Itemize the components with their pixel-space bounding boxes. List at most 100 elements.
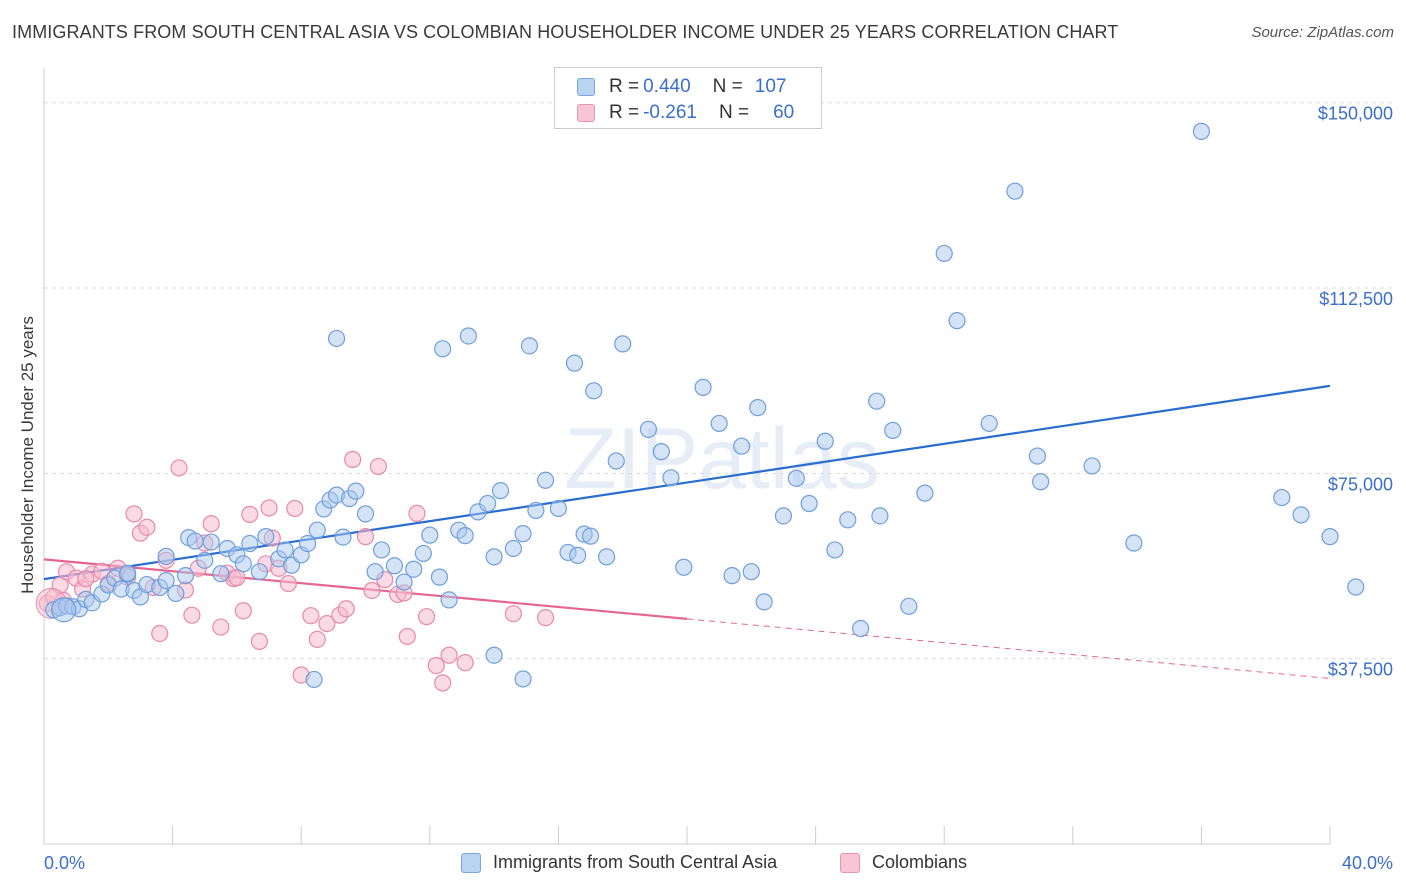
colombians-point — [369, 457, 387, 476]
south-central-asia-point — [585, 382, 603, 400]
colombians-point — [456, 654, 474, 672]
south-central-asia-point — [405, 560, 423, 578]
tick-labels: $37,500 $75,000 $112,500 $150,000 0.0% 40.0% — [44, 104, 1393, 873]
south-central-asia-point — [742, 563, 760, 581]
south-central-asia-point — [276, 541, 294, 559]
y-axis-label: Householder Income Under 25 years — [18, 316, 37, 594]
colombians-point — [279, 574, 297, 593]
grid-lines — [44, 102, 1392, 660]
colombians-point — [250, 632, 269, 650]
south-central-asia-point — [710, 414, 728, 433]
south-central-asia-point — [1006, 182, 1024, 200]
south-central-asia-point — [581, 527, 600, 545]
colombians-point — [260, 499, 278, 517]
south-central-asia-point — [1028, 447, 1047, 465]
south-central-asia-point — [1125, 534, 1143, 552]
colombians-point — [151, 624, 169, 643]
south-central-asia-point — [749, 399, 767, 417]
legend-r-label: R = — [609, 76, 640, 97]
south-central-asia-point — [569, 546, 587, 564]
south-central-asia-point — [1292, 506, 1310, 524]
series-legend: Immigrants from South Central Asia Colom… — [0, 852, 1406, 876]
south-central-asia-point — [430, 568, 449, 586]
south-central-asia-point — [250, 563, 269, 581]
south-central-asia-point — [51, 597, 77, 623]
y-tick-label: $112,500 — [1319, 289, 1393, 309]
south-central-asia-point — [372, 541, 391, 559]
south-central-asia-point — [662, 469, 680, 487]
legend-swatch-pink — [577, 104, 595, 122]
south-central-asia-point — [598, 548, 616, 566]
colombians-point — [427, 656, 445, 675]
y-tick-label: $150,000 — [1318, 104, 1393, 124]
south-central-asia-point — [816, 432, 834, 450]
legend-label-series1: Immigrants from South Central Asia — [493, 852, 778, 872]
colombians-point — [302, 607, 320, 625]
south-central-asia-point — [675, 558, 693, 576]
south-central-asia-point — [614, 335, 632, 353]
colombians-point — [337, 600, 355, 618]
axes — [43, 68, 1331, 845]
south-central-asia-point — [1083, 457, 1101, 475]
colombians-point — [536, 609, 555, 627]
south-central-asia-point — [514, 525, 532, 543]
south-central-asia-point — [414, 544, 432, 563]
legend-n-label: N = — [712, 76, 743, 97]
south-central-asia-point — [485, 646, 503, 664]
colombians-point — [363, 581, 381, 600]
south-central-asia-point — [1347, 578, 1365, 596]
colombians-point — [138, 518, 156, 536]
south-central-asia-point — [639, 420, 658, 438]
south-central-asia-point — [916, 484, 934, 502]
south-central-asia-point — [733, 437, 751, 455]
south-central-asia-point — [234, 555, 252, 573]
legend-row-series1: R = 0.440 N = 107 — [577, 76, 786, 98]
colombians-point — [212, 618, 230, 636]
south-central-asia-point — [421, 526, 439, 544]
south-central-asia-point — [723, 567, 741, 585]
south-central-asia-point — [491, 482, 510, 500]
south-central-asia-point — [176, 567, 195, 585]
south-central-asia-point — [434, 340, 452, 358]
south-central-asia-point — [884, 421, 902, 439]
legend-r-value-2: -0.261 — [643, 102, 697, 123]
south-central-asia-point — [1032, 473, 1050, 491]
south-central-asia-point — [549, 499, 568, 518]
south-central-asia-point — [334, 528, 352, 546]
south-central-asia-point — [456, 527, 474, 545]
south-central-asia-point — [485, 548, 503, 566]
south-central-asia-point — [868, 392, 886, 410]
legend-label-series2: Colombians — [872, 852, 968, 872]
y-tick-label: $75,000 — [1328, 474, 1393, 494]
south-central-asia-point — [356, 505, 375, 523]
south-central-asia-point — [607, 452, 625, 470]
south-central-asia-point — [212, 565, 230, 583]
colombians-point — [356, 528, 375, 546]
south-central-asia-point — [514, 670, 532, 688]
south-central-asia-point — [347, 482, 365, 500]
trend-line-colombians-extrapolated — [686, 618, 1331, 679]
colombians-point — [183, 606, 201, 624]
south-central-asia-point — [202, 533, 220, 551]
south-central-asia-point — [774, 507, 793, 525]
south-central-asia-point — [299, 534, 317, 553]
south-central-asia-point — [366, 563, 384, 581]
colombians-point — [398, 627, 416, 646]
legend-n-value-2: 60 — [773, 102, 795, 123]
colombians-point — [202, 515, 220, 533]
south-central-asia-point — [800, 494, 818, 513]
colombians-point — [440, 646, 458, 664]
colombians-point — [234, 602, 252, 620]
legend-swatch-pink — [840, 852, 860, 873]
south-central-asia-point — [536, 471, 555, 489]
colombians-point — [125, 505, 143, 523]
south-central-asia-point — [948, 312, 966, 330]
south-central-asia-point — [565, 354, 584, 372]
south-central-asia-point — [900, 597, 918, 615]
legend-n-label: N = — [718, 102, 750, 123]
legend-row-series2: R = -0.261 N = 60 — [577, 102, 794, 124]
legend-item-colombians[interactable]: Colombians — [840, 852, 967, 873]
south-central-asia-point — [395, 573, 413, 591]
legend-item-south-central-asia[interactable]: Immigrants from South Central Asia — [461, 852, 777, 873]
